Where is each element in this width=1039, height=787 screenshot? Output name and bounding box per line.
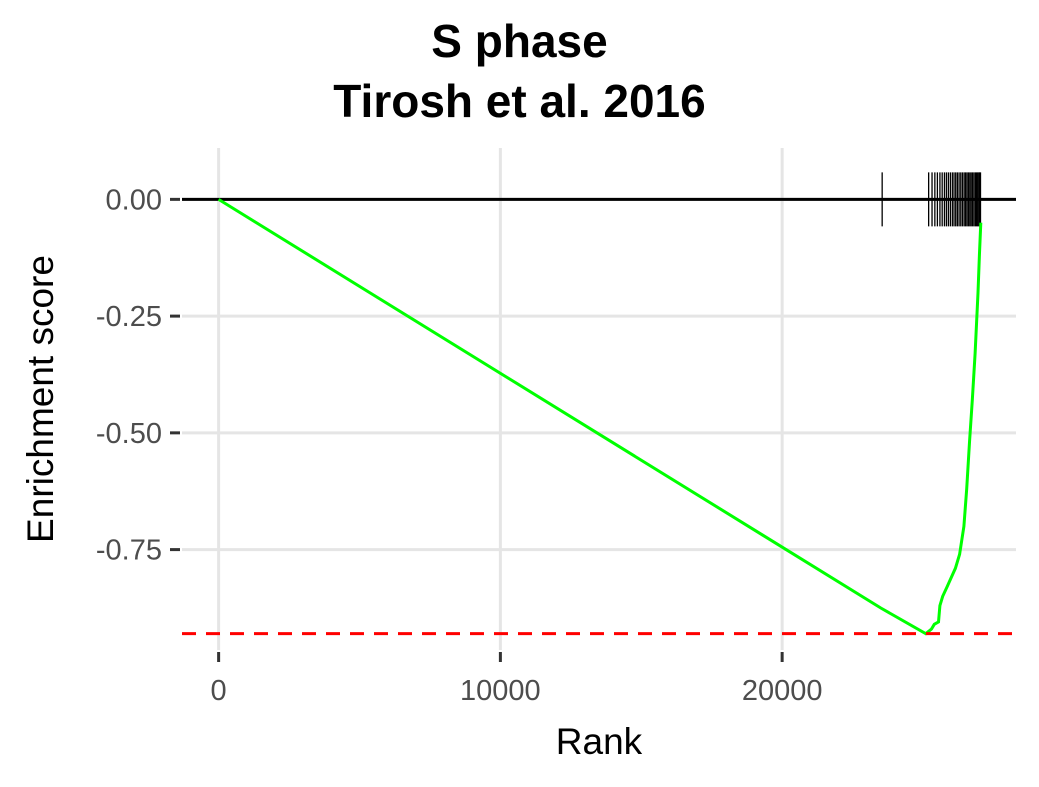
y-tick-label: -0.25	[96, 301, 162, 333]
y-tick-label: -0.75	[96, 535, 162, 567]
y-axis-ticks: 0.00 -0.25 -0.50 -0.75	[96, 184, 180, 567]
chart-title-line-2: Tirosh et al. 2016	[333, 75, 706, 127]
hit-markers	[881, 172, 982, 227]
x-tick-label: 0	[211, 675, 227, 707]
x-tick-label: 20000	[742, 675, 823, 707]
x-tick-label: 10000	[460, 675, 541, 707]
enrichment-curve	[217, 198, 983, 636]
y-tick-label: 0.00	[106, 184, 162, 216]
grid-lines	[182, 148, 1016, 650]
y-axis-label: Enrichment score	[20, 255, 61, 543]
chart-title-line-1: S phase	[431, 15, 608, 67]
x-axis-label: Rank	[556, 721, 643, 762]
x-axis-ticks: 0 10000 20000	[211, 652, 823, 707]
y-tick-label: -0.50	[96, 418, 162, 450]
